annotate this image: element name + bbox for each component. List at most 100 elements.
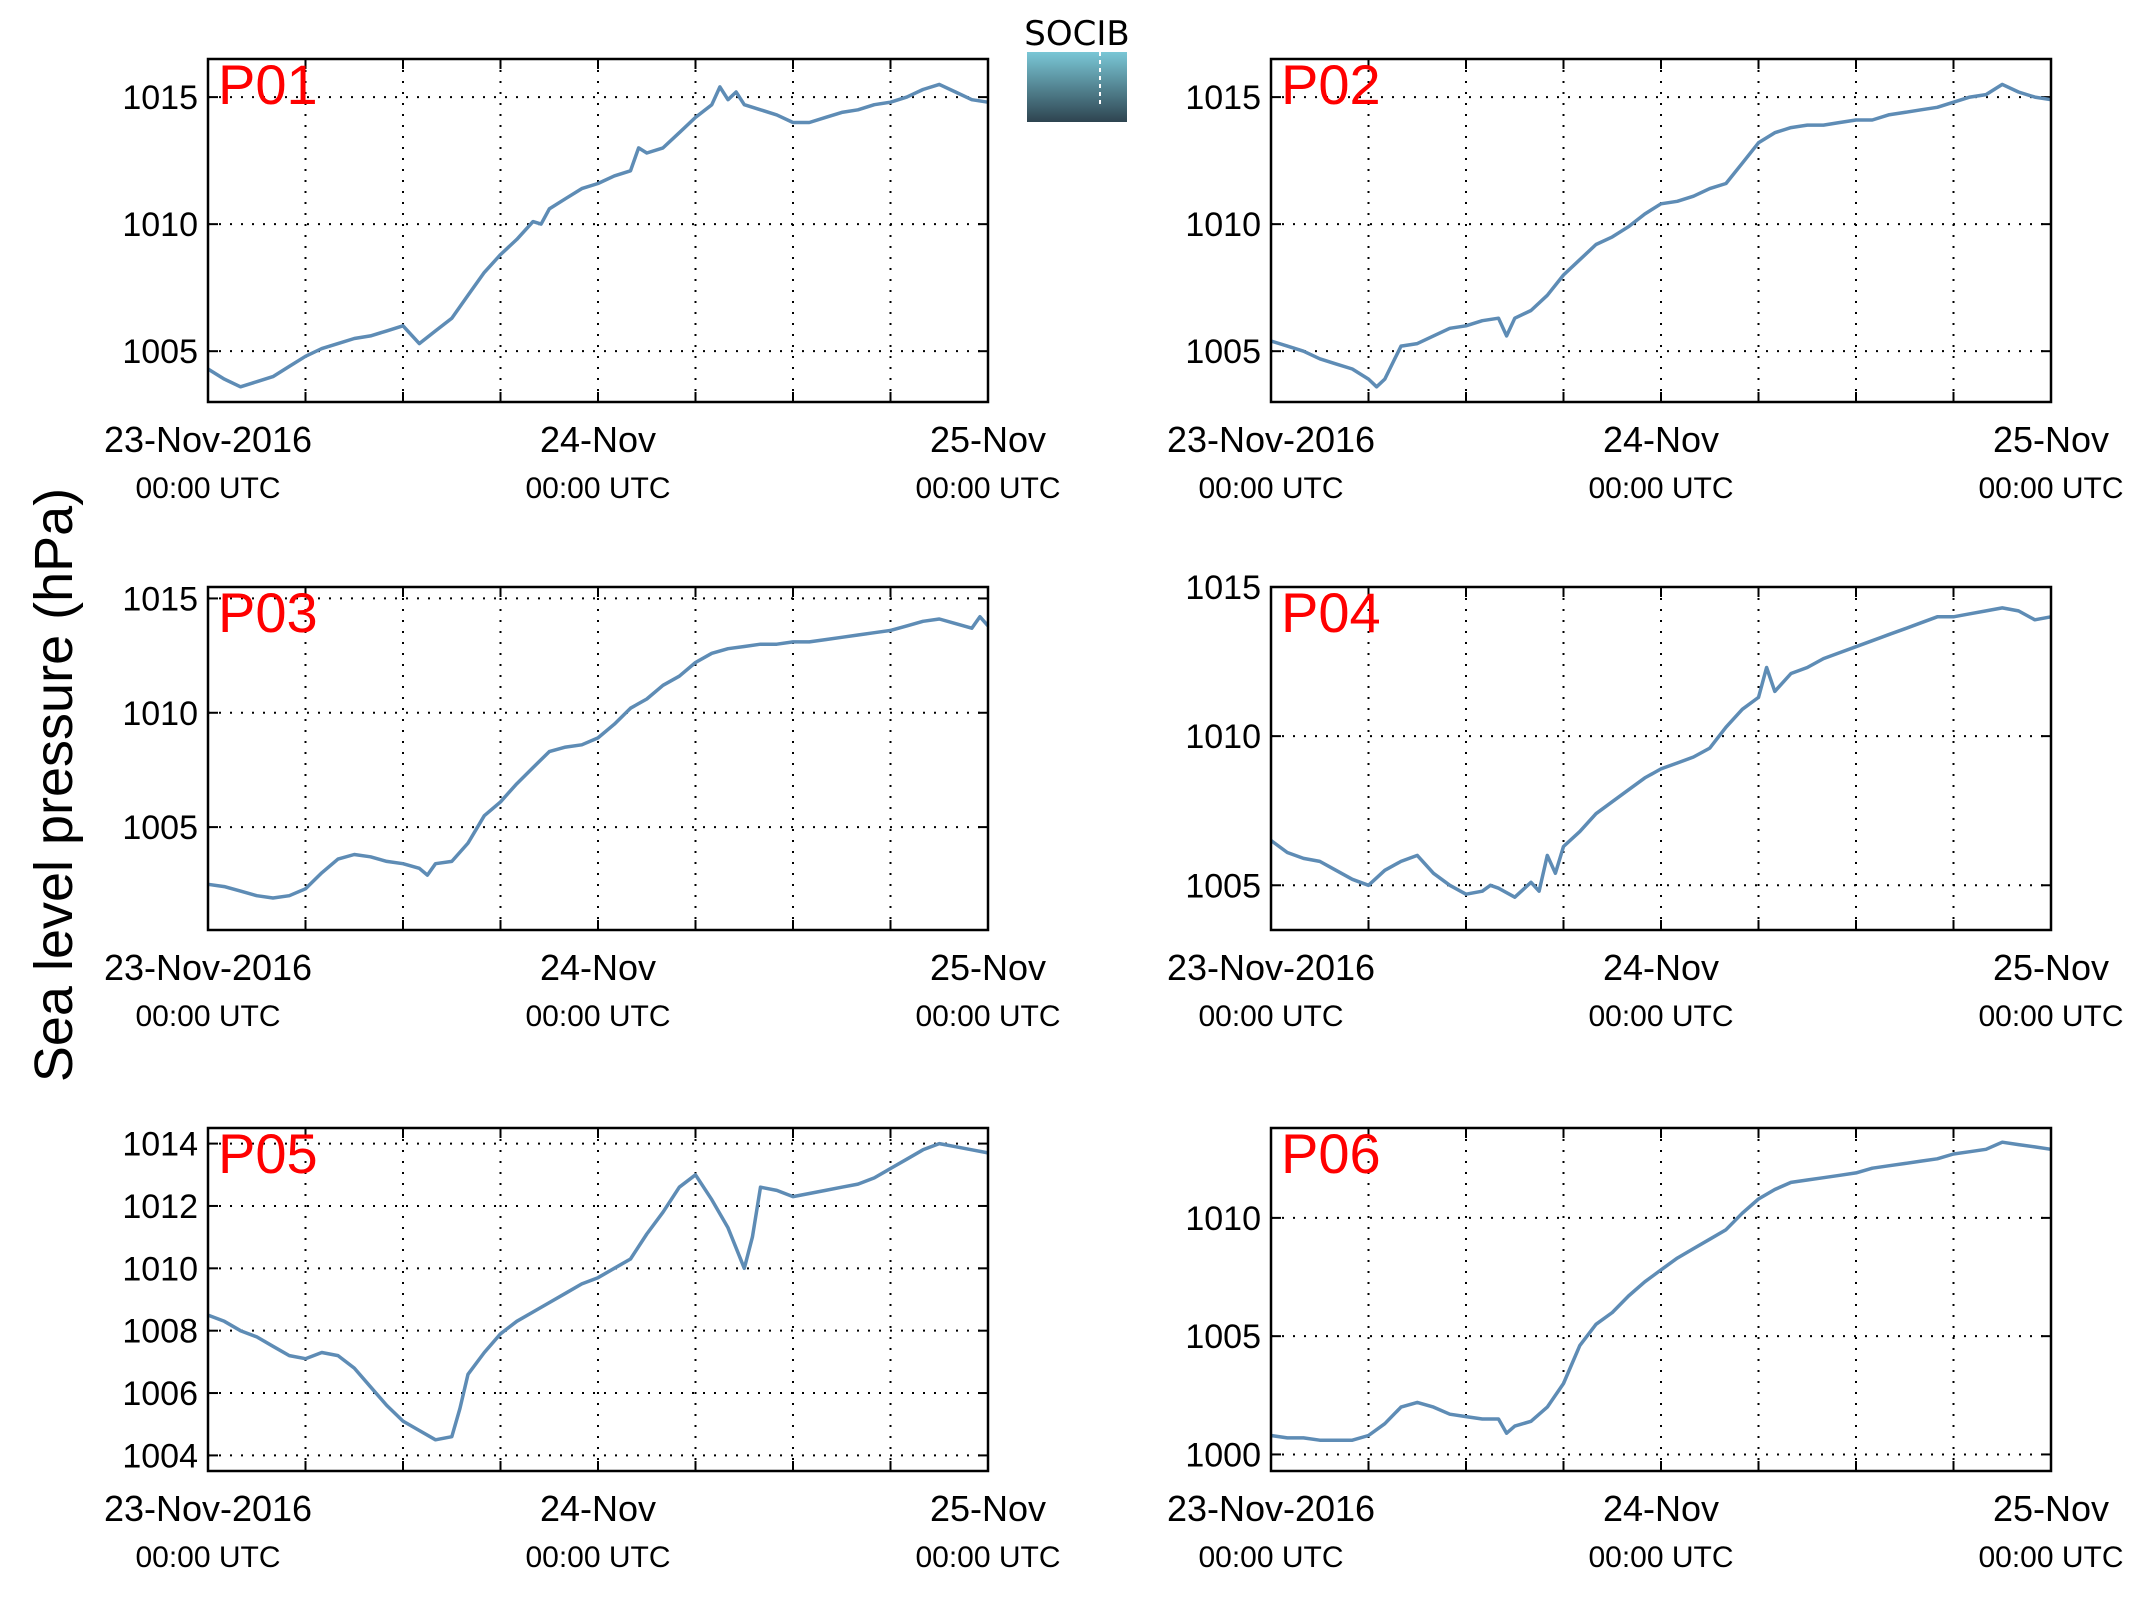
logo-block <box>1027 52 1127 122</box>
data-point <box>1904 628 1906 630</box>
data-point <box>272 897 274 899</box>
y-tick-label: 1004 <box>122 1437 198 1475</box>
data-point <box>1416 342 1418 345</box>
x-tick-label: 23-Nov-2016 <box>104 947 312 988</box>
x-tick-sublabel: 00:00 UTC <box>1978 1541 2123 1574</box>
data-point <box>1416 854 1418 857</box>
data-point <box>1432 872 1435 874</box>
plot-frame <box>206 585 990 932</box>
data-point <box>1489 884 1491 886</box>
x-tick-label: 25-Nov <box>930 1488 1046 1529</box>
x-tick-sublabel: 00:00 UTC <box>1978 472 2123 505</box>
data-point <box>613 175 615 177</box>
data-point <box>776 1189 778 1191</box>
data-point <box>906 1158 908 1160</box>
data-point <box>971 1149 973 1151</box>
data-point <box>1530 1420 1532 1422</box>
chart-panel-p06: 1000 1005 1010 23-Nov-2016 00:00 UTC 24-Nov 00… <box>1167 1122 2124 1574</box>
data-point <box>1497 317 1500 319</box>
data-point <box>1985 93 1987 96</box>
data-point <box>1579 1345 1581 1347</box>
data-point <box>841 111 843 113</box>
data-point <box>1530 881 1532 883</box>
data-point <box>532 1311 534 1313</box>
data-point <box>1660 1269 1662 1271</box>
data-point <box>1709 747 1711 749</box>
data-point <box>1725 1229 1727 1231</box>
data-point <box>751 1236 753 1238</box>
data-point <box>564 198 567 200</box>
data-point <box>1952 616 1955 618</box>
data-point <box>629 170 632 172</box>
data-point <box>1449 884 1451 886</box>
data-point <box>459 1408 461 1410</box>
y-tick-label: 1008 <box>122 1313 198 1351</box>
x-tick-sublabel: 00:00 UTC <box>1588 1000 1733 1033</box>
data-point <box>1319 358 1321 360</box>
data-point <box>1538 890 1540 892</box>
data-point <box>1514 317 1516 319</box>
x-tick-sublabel: 00:00 UTC <box>525 472 670 505</box>
panel-label: P04 <box>1281 581 1381 644</box>
data-point <box>288 365 290 368</box>
data-point <box>808 1192 810 1195</box>
data-point <box>402 325 404 327</box>
data-point <box>1449 1413 1451 1415</box>
data-point <box>256 381 258 383</box>
data-point <box>1351 368 1353 370</box>
data-point <box>1302 1437 1305 1439</box>
y-tick-label: 1000 <box>1185 1436 1261 1474</box>
data-point <box>321 348 323 350</box>
data-point <box>272 375 274 378</box>
data-point <box>824 638 827 641</box>
data-point <box>922 88 924 91</box>
data-point <box>1855 646 1857 648</box>
data-point <box>938 618 940 620</box>
panel-label: P02 <box>1281 53 1381 116</box>
data-point <box>548 751 550 753</box>
data-point <box>2001 83 2003 86</box>
data-point <box>922 1149 924 1151</box>
data-point <box>369 856 372 858</box>
data-point <box>1335 1439 1337 1441</box>
data-point <box>1514 896 1516 898</box>
data-point <box>1887 634 1890 636</box>
data-point <box>272 1345 274 1347</box>
data-point <box>256 895 258 897</box>
data-point <box>857 109 859 111</box>
data-point <box>694 116 697 119</box>
data-point <box>1351 1439 1353 1441</box>
x-tick-sublabel: 00:00 UTC <box>1198 1541 1343 1574</box>
data-point <box>256 1336 258 1338</box>
data-point <box>288 895 290 897</box>
data-point <box>824 116 827 119</box>
data-point <box>223 885 225 888</box>
data-point <box>743 645 745 648</box>
data-point <box>662 147 664 149</box>
x-tick-sublabel: 00:00 UTC <box>1978 1000 2123 1033</box>
data-point <box>1660 203 1662 205</box>
x-tick-sublabel: 00:00 UTC <box>135 472 280 505</box>
x-tick-sublabel: 00:00 UTC <box>1588 1541 1733 1574</box>
data-point <box>1985 610 1987 612</box>
data-point <box>1822 124 1825 126</box>
data-point <box>711 104 713 106</box>
data-point <box>483 815 485 817</box>
data-point <box>792 641 794 643</box>
data-point <box>418 867 420 869</box>
plot-frame <box>206 1126 990 1473</box>
data-point <box>1546 1406 1548 1408</box>
data-point <box>434 330 437 332</box>
data-point <box>889 1167 892 1170</box>
data-point <box>841 1186 843 1188</box>
data-point <box>1481 890 1483 892</box>
data-point <box>1595 813 1597 815</box>
y-tick-label: 1010 <box>122 206 198 244</box>
data-point <box>857 1183 859 1185</box>
data-point <box>1481 1418 1483 1420</box>
data-point <box>1286 345 1288 347</box>
data-point <box>938 1142 940 1145</box>
data-point <box>451 1436 453 1438</box>
data-point <box>451 317 453 319</box>
data-point <box>451 860 453 863</box>
